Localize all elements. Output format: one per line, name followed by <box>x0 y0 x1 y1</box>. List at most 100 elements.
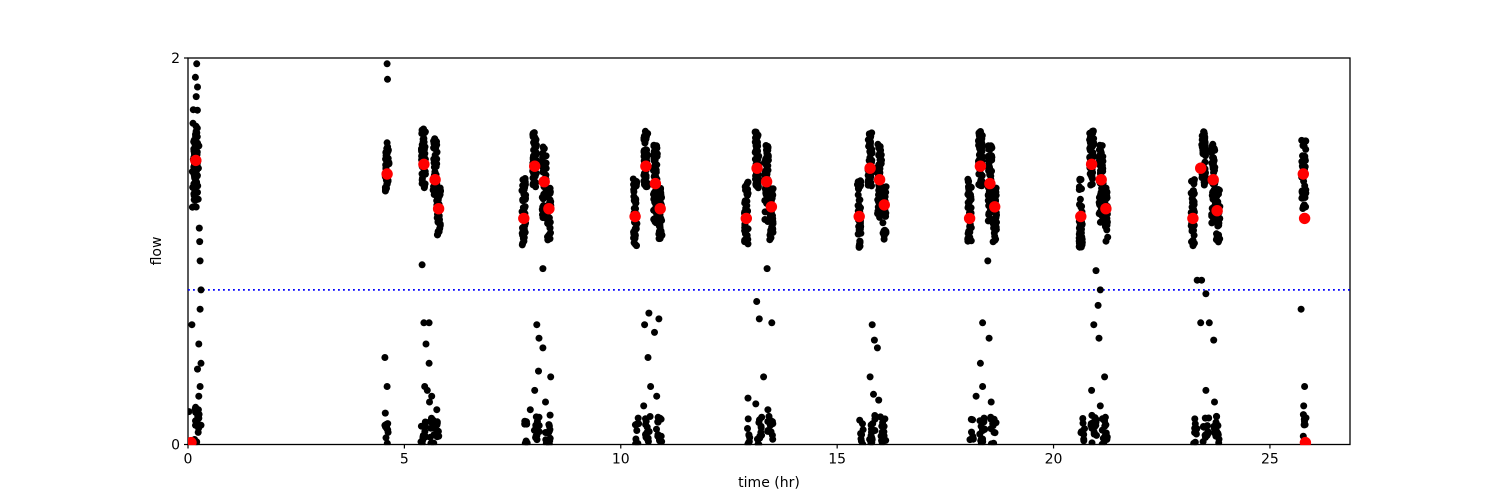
sample-dot <box>879 187 887 195</box>
sample-dot <box>972 392 980 400</box>
sample-dot <box>762 157 770 165</box>
sample-dot <box>1299 202 1307 210</box>
sample-dot <box>1101 373 1109 381</box>
sample-dot <box>876 413 884 421</box>
sample-dot <box>546 196 554 204</box>
y-axis-label: flow <box>149 237 165 266</box>
sample-dot <box>193 60 201 68</box>
sample-dot <box>194 139 201 147</box>
median-dot <box>740 212 752 225</box>
sample-dot <box>1102 421 1110 429</box>
sample-dot <box>382 420 390 428</box>
sample-dot <box>744 415 752 423</box>
sample-dot <box>855 201 863 209</box>
sample-dot <box>856 237 864 245</box>
sample-points <box>188 60 1310 446</box>
sample-dot <box>1092 267 1100 275</box>
sample-dot <box>192 122 200 130</box>
sample-dot <box>867 432 875 440</box>
sample-dot <box>741 199 749 207</box>
median-dot <box>654 203 666 215</box>
median-dot <box>989 201 1001 213</box>
sample-dot <box>979 319 987 327</box>
sample-dot <box>753 298 761 305</box>
sample-dot <box>545 214 553 222</box>
sample-dot <box>426 398 433 406</box>
sample-dot <box>764 144 772 152</box>
sample-dot <box>384 75 391 83</box>
sample-dot <box>657 432 665 440</box>
sample-dot <box>769 212 776 220</box>
sample-dot <box>875 142 883 150</box>
sample-dot <box>196 383 204 390</box>
sample-dot <box>979 383 987 390</box>
sample-dot <box>432 159 440 167</box>
sample-dot <box>742 229 749 237</box>
sample-dot <box>655 228 663 236</box>
median-dot <box>974 160 987 172</box>
sample-dot <box>1215 221 1223 229</box>
sample-dot <box>751 148 759 156</box>
sample-dot <box>761 197 769 204</box>
sample-dot <box>383 149 391 157</box>
median-dot <box>188 436 197 446</box>
sample-dot <box>985 164 992 172</box>
sample-dot <box>1102 237 1110 245</box>
sample-dot <box>1086 129 1094 137</box>
sample-dot <box>1215 215 1223 223</box>
sample-dot <box>1095 334 1103 342</box>
sample-dot <box>532 136 540 144</box>
sample-dot <box>523 418 530 426</box>
sample-dot <box>189 106 197 114</box>
sample-dot <box>535 367 542 375</box>
sample-dot <box>653 161 661 169</box>
sample-dot <box>985 211 993 219</box>
median-dot <box>963 212 976 225</box>
sample-dot <box>383 439 391 446</box>
sample-dot <box>742 207 750 214</box>
median-dot <box>1298 212 1311 225</box>
sample-dot <box>547 373 555 381</box>
sample-dot <box>634 414 642 422</box>
sample-dot <box>1199 438 1207 446</box>
median-dot <box>1195 162 1207 174</box>
sample-dot <box>1211 398 1218 406</box>
sample-dot <box>435 432 442 440</box>
sample-dot <box>419 135 427 143</box>
sample-dot <box>985 334 993 342</box>
sample-dot <box>421 170 429 178</box>
y-tick-label: 2 <box>171 51 180 67</box>
sample-dot <box>1300 421 1308 429</box>
sample-dot <box>197 421 205 429</box>
sample-dot <box>433 197 441 205</box>
sample-dot <box>533 321 541 329</box>
sample-dot <box>1190 176 1198 184</box>
sample-dot <box>880 432 888 440</box>
median-dot <box>529 160 541 172</box>
sample-dot <box>1202 290 1210 298</box>
sample-dot <box>768 319 776 327</box>
sample-dot <box>987 172 995 180</box>
sample-dot <box>192 417 200 425</box>
median-dot <box>864 162 876 174</box>
sample-dot <box>544 189 552 197</box>
sample-dot <box>425 359 433 367</box>
median-dot <box>640 160 652 172</box>
sample-dot <box>655 315 663 323</box>
sample-dot <box>980 418 988 426</box>
sample-dot <box>1189 236 1197 244</box>
sample-dot <box>1197 319 1205 327</box>
sample-dot <box>976 128 984 136</box>
sample-dot <box>757 428 765 436</box>
sample-dot <box>745 438 753 446</box>
sample-dot <box>1191 438 1199 446</box>
sample-dot <box>1088 386 1096 394</box>
sample-dot <box>538 161 546 169</box>
sample-dot <box>744 394 752 402</box>
sample-dot <box>1298 194 1306 202</box>
sample-dot <box>190 203 197 211</box>
sample-dot <box>1200 133 1208 141</box>
sample-dot <box>633 180 640 188</box>
sample-dot <box>865 180 873 188</box>
